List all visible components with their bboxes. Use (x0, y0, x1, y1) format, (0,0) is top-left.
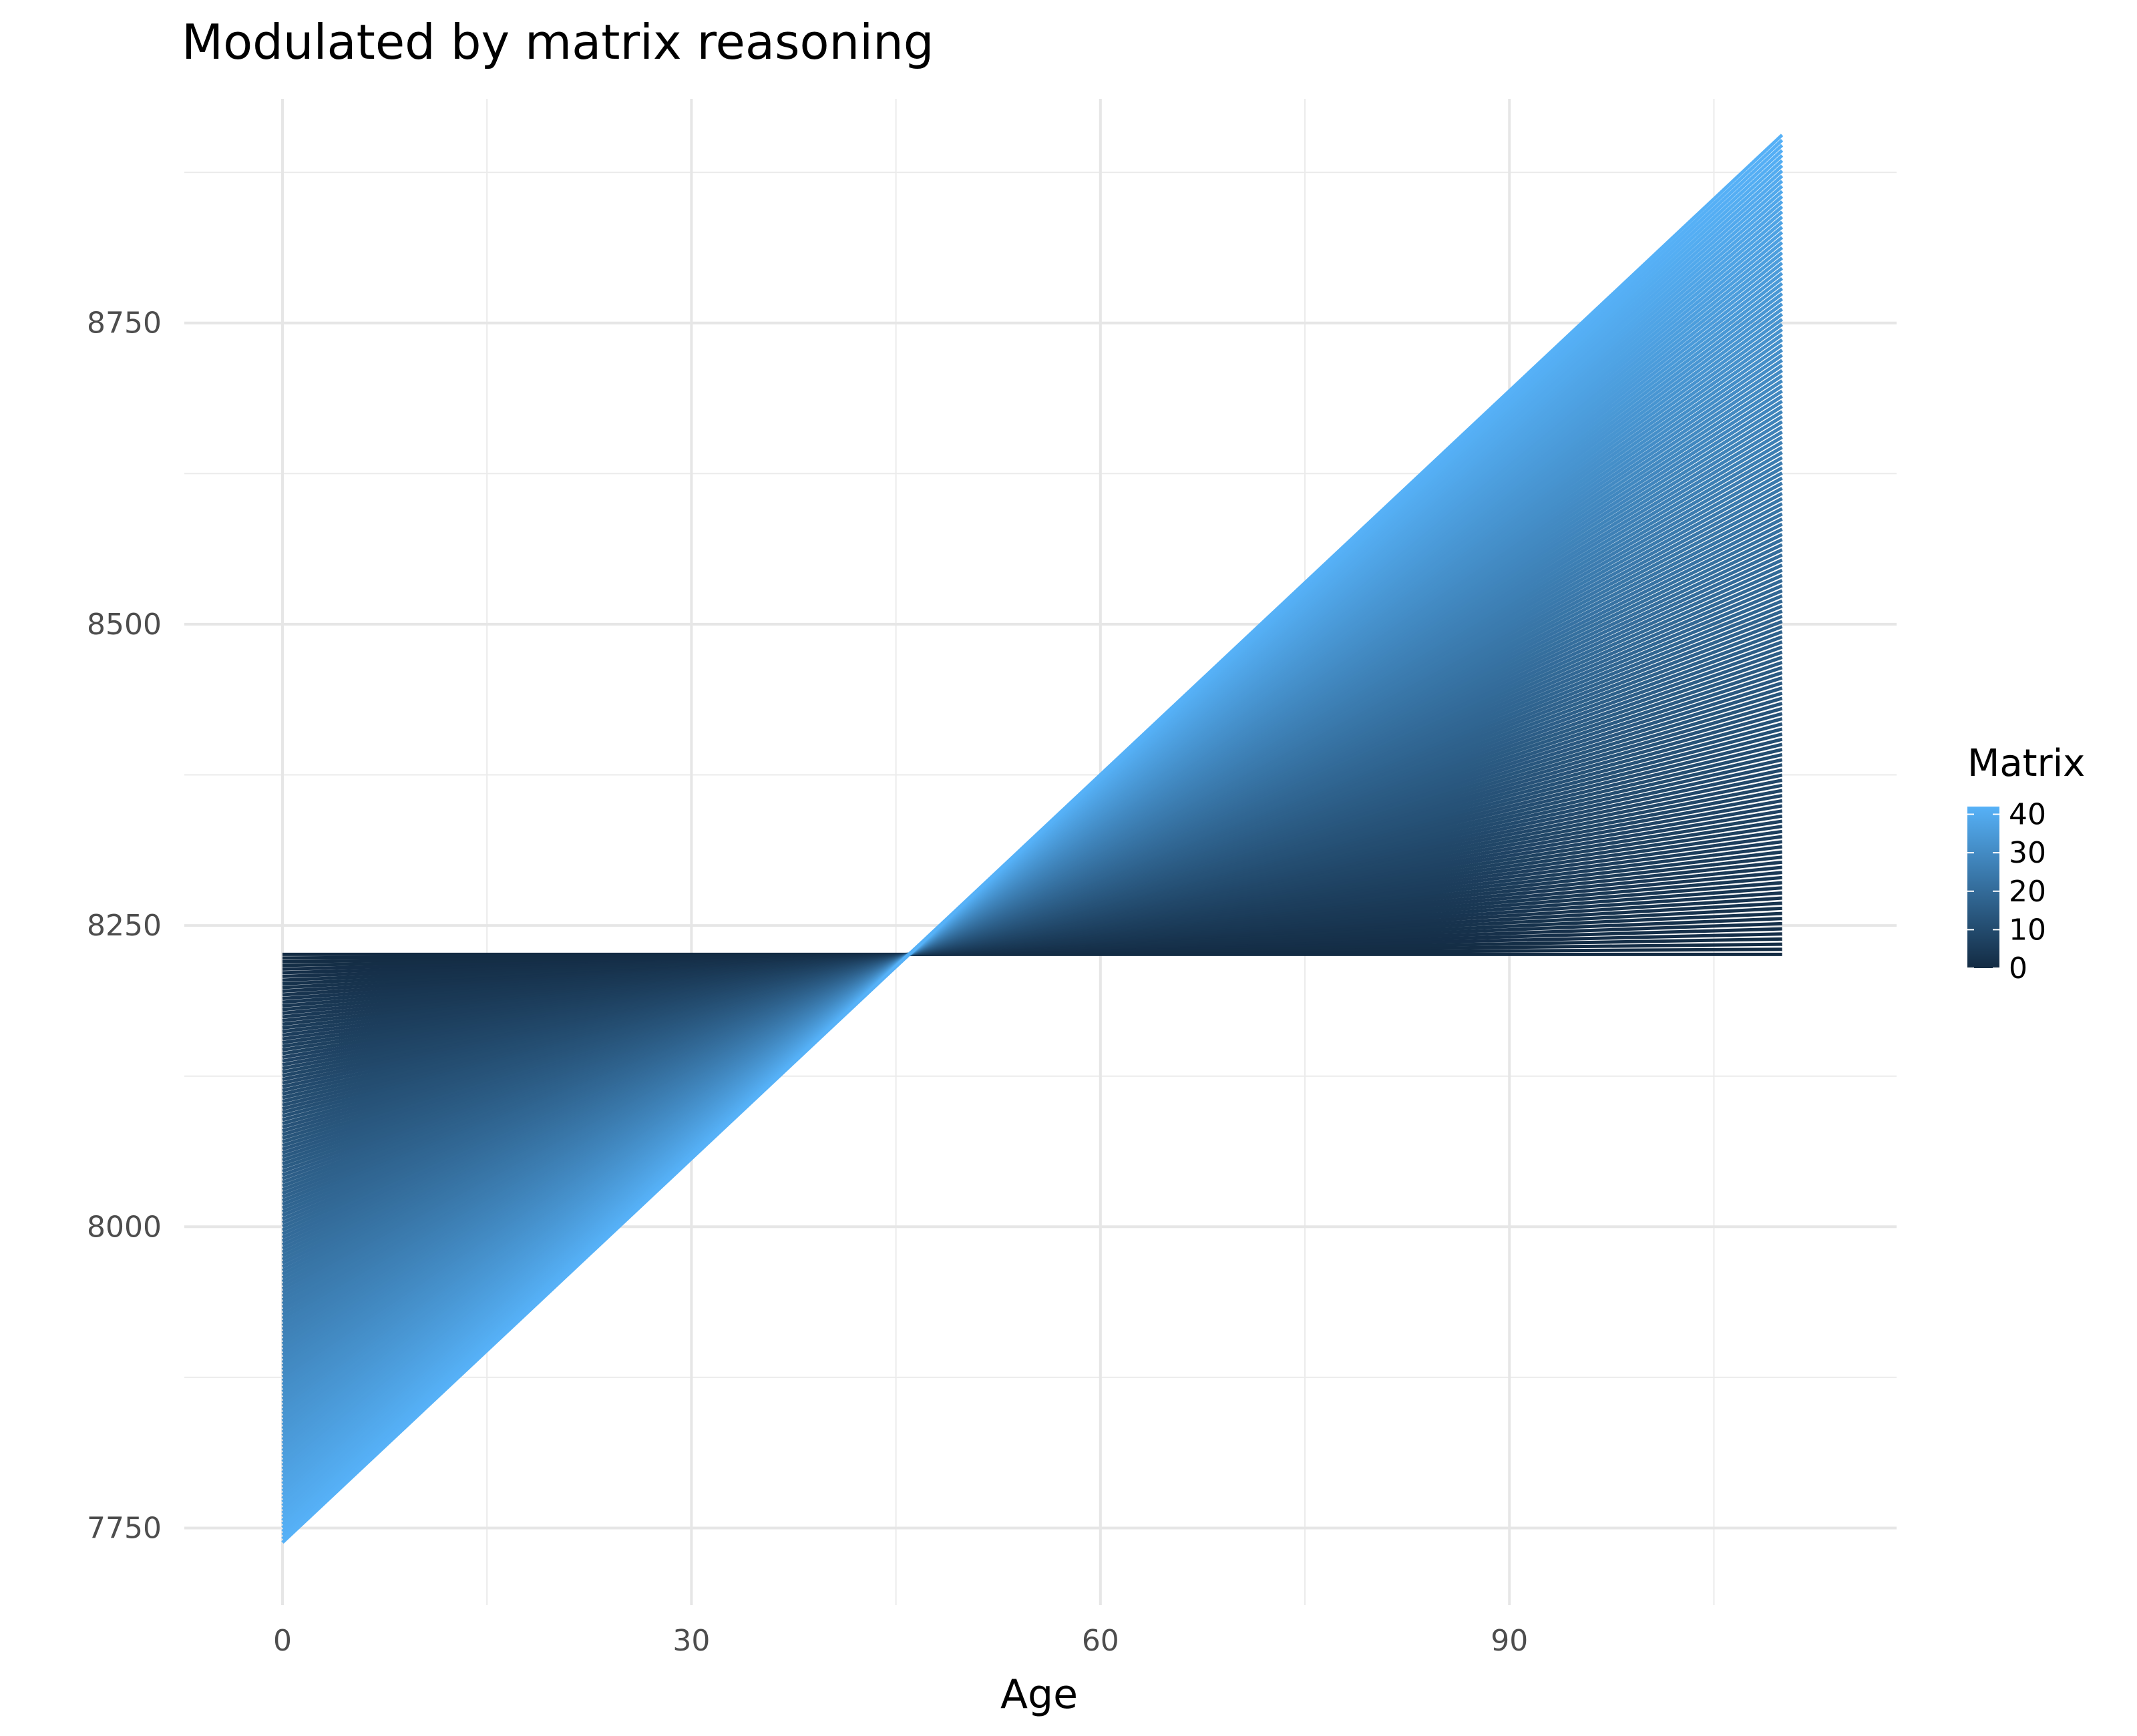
legend-tick-label: 20 (2009, 875, 2046, 909)
y-tick-label: 8500 (87, 608, 162, 642)
chart-title: Modulated by matrix reasoning (182, 14, 934, 70)
y-tick-label: 8250 (87, 909, 162, 943)
x-tick-label: 60 (1082, 1624, 1119, 1658)
legend-tick-label: 0 (2009, 951, 2027, 986)
legend-tick-label: 30 (2009, 836, 2046, 870)
x-tick-label: 30 (672, 1624, 710, 1658)
x-axis-tick-labels: 0 30 60 90 (273, 1624, 1528, 1658)
legend-tick-label: 10 (2009, 913, 2046, 947)
legend-ticks: 0 10 20 30 40 (1967, 798, 2046, 986)
legend: Matrix 0 10 20 30 40 (1967, 742, 2085, 986)
series-lines (281, 134, 1784, 1544)
legend-tick-label: 40 (2009, 798, 2046, 832)
x-tick-label: 0 (273, 1624, 292, 1658)
y-tick-label: 7750 (87, 1511, 162, 1545)
x-tick-label: 90 (1491, 1624, 1528, 1658)
y-axis-tick-labels: 7750 8000 8250 8500 8750 (87, 306, 162, 1546)
legend-colorbar (1967, 807, 1999, 968)
x-axis-title: Age (1000, 1671, 1078, 1718)
legend-title: Matrix (1967, 742, 2085, 785)
series-line (281, 134, 1784, 1544)
y-tick-label: 8000 (87, 1210, 162, 1244)
y-tick-label: 8750 (87, 306, 162, 341)
